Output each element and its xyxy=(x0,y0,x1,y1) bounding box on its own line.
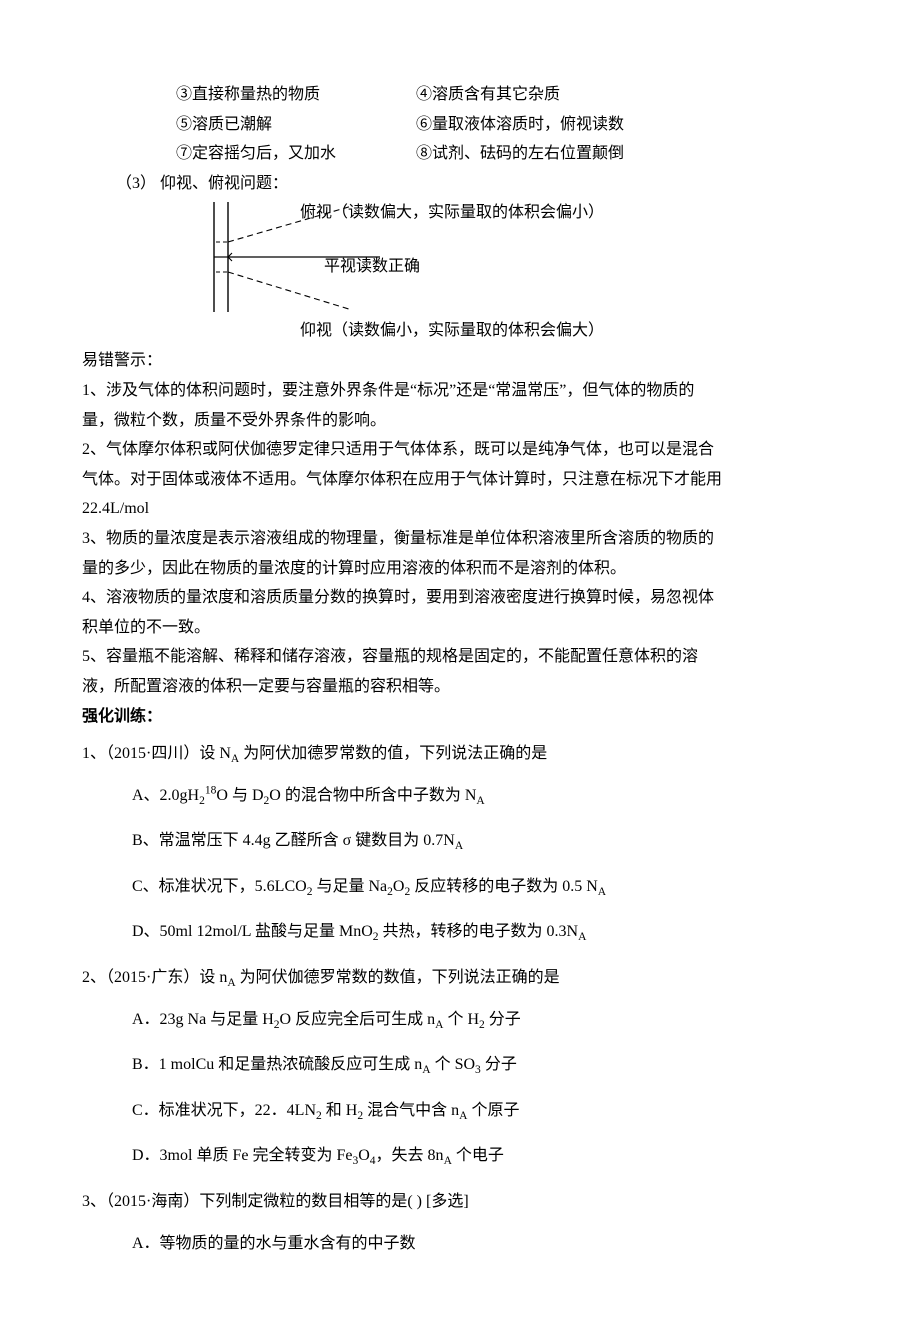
q2-a-pre: A．23g Na 与足量 H xyxy=(132,1011,274,1028)
q2-d-subA: A xyxy=(444,1156,452,1168)
warn-4a: 4、溶液物质的量浓度和溶质质量分数的换算时，要用到溶液密度进行换算时候，易忽视体 xyxy=(82,583,838,613)
warn-1a: 1、涉及气体的体积问题时，要注意外界条件是“标况”还是“常温常压”，但气体的物质… xyxy=(82,376,838,406)
diagram-label-top: 俯视（读数偏大，实际量取的体积会偏小） xyxy=(300,198,604,228)
q1-d-pre: D、50ml 12mol/L 盐酸与足量 MnO xyxy=(132,923,373,940)
training-title: 强化训练： xyxy=(82,702,838,732)
q1-c-post: 反应转移的电子数为 0.5 N xyxy=(410,878,598,895)
q2-b-end: 分子 xyxy=(481,1056,517,1073)
q2-c-pre: C．标准状况下，22．4LN xyxy=(132,1102,316,1119)
q2-opt-c: C．标准状况下，22．4LN2 和 H2 混合气中含 nA 个原子 xyxy=(132,1096,838,1126)
q1-a-pre: A、2.0gH xyxy=(132,787,199,804)
diagram-label-bot: 仰视（读数偏小，实际量取的体积会偏大） xyxy=(300,316,604,346)
q1-opt-d: D、50ml 12mol/L 盐酸与足量 MnO2 共热，转移的电子数为 0.3… xyxy=(132,917,838,947)
warn-2b: 气体。对于固体或液体不适用。气体摩尔体积在应用于气体计算时，只注意在标况下才能用 xyxy=(82,465,838,495)
warn-2c: 22.4L/mol xyxy=(82,494,838,524)
warn-1b: 量，微粒个数，质量不受外界条件的影响。 xyxy=(82,406,838,436)
cause-row-7-8: ⑦定容摇匀后，又加水 ⑧试剂、砝码的左右位置颠倒 xyxy=(176,139,838,169)
cause-row-3-4: ③直接称量热的物质 ④溶质含有其它杂质 xyxy=(176,80,838,110)
q2-stem-post: 为阿伏伽德罗常数的数值，下列说法正确的是 xyxy=(236,969,560,986)
q1-c-pre: C、标准状况下，5.6LCO xyxy=(132,878,307,895)
q2-stem-pre: 2、（2015·广东）设 n xyxy=(82,969,227,986)
q3-options: A．等物质的量的水与重水含有的中子数 xyxy=(82,1229,838,1259)
diagram-label-mid: 平视读数正确 xyxy=(324,252,420,282)
q1-sub-na: A xyxy=(231,753,239,765)
q2-a-mid: O 反应完全后可生成 n xyxy=(280,1011,436,1028)
q1-a-sup18: 18 xyxy=(205,784,217,796)
cause-8: ⑧试剂、砝码的左右位置颠倒 xyxy=(416,139,838,169)
q1-opt-b: B、常温常压下 4.4g 乙醛所含 σ 键数目为 0.7NA xyxy=(132,826,838,856)
cause-7: ⑦定容摇匀后，又加水 xyxy=(176,139,416,169)
q2-options: A．23g Na 与足量 H2O 反应完全后可生成 nA 个 H2 分子 B．1… xyxy=(82,1005,838,1171)
cause-6: ⑥量取液体溶质时，俯视读数 xyxy=(416,110,838,140)
q2-b-pre: B．1 molCu 和足量热浓硫酸反应可生成 n xyxy=(132,1056,422,1073)
warn-5b: 液，所配置溶液的体积一定要与容量瓶的容积相等。 xyxy=(82,672,838,702)
q1-opt-a: A、2.0gH218O 与 D2O 的混合物中所含中子数为 NA xyxy=(132,781,838,811)
q1-a-sub2: 2 xyxy=(199,795,205,807)
q2-opt-b: B．1 molCu 和足量热浓硫酸反应可生成 nA 个 SO3 分子 xyxy=(132,1050,838,1080)
q1-a-post: O 的混合物中所含中子数为 N xyxy=(269,787,476,804)
q2-a-end: 分子 xyxy=(485,1011,521,1028)
warn-2a: 2、气体摩尔体积或阿伏伽德罗定律只适用于气体体系，既可以是纯净气体，也可以是混合 xyxy=(82,435,838,465)
q1-stem-pre: 1、（2015·四川）设 N xyxy=(82,745,231,762)
cause-row-5-6: ⑤溶质已潮解 ⑥量取液体溶质时，俯视读数 xyxy=(176,110,838,140)
q1-c-subA: A xyxy=(598,886,606,898)
q1-a-subA: A xyxy=(476,795,484,807)
q2-d-pre: D．3mol 单质 Fe 完全转变为 Fe xyxy=(132,1147,352,1164)
q2-c-mid: 和 H xyxy=(322,1102,358,1119)
q1-c-mid: 与足量 Na xyxy=(312,878,387,895)
q2-stem: 2、（2015·广东）设 nA 为阿伏伽德罗常数的数值，下列说法正确的是 xyxy=(82,963,838,993)
cause-3: ③直接称量热的物质 xyxy=(176,80,416,110)
sight-line-diagram: 俯视（读数偏大，实际量取的体积会偏小） 平视读数正确 仰视（读数偏小，实际量取的… xyxy=(82,202,838,342)
q2-d-end: 个电子 xyxy=(452,1147,504,1164)
q2-c-mid2: 混合气中含 n xyxy=(363,1102,459,1119)
q3-stem: 3、（2015·海南）下列制定微粒的数目相等的是( ) [多选] xyxy=(82,1187,838,1217)
q1-d-subA: A xyxy=(578,932,586,944)
warn-4b: 积单位的不一致。 xyxy=(82,613,838,643)
q1-stem-post: 为阿伏加德罗常数的值，下列说法正确的是 xyxy=(239,745,547,762)
q2-b-post: 个 SO xyxy=(431,1056,475,1073)
q1-b-pre: B、常温常压下 4.4g 乙醛所含 σ 键数目为 0.7N xyxy=(132,832,455,849)
q1-b-subA: A xyxy=(455,840,463,852)
q2-d-mid: O xyxy=(358,1147,370,1164)
q1-d-post: 共热，转移的电子数为 0.3N xyxy=(379,923,579,940)
warn-5a: 5、容量瓶不能溶解、稀释和储存溶液，容量瓶的规格是固定的，不能配置任意体积的溶 xyxy=(82,642,838,672)
q2-b-subA: A xyxy=(422,1064,430,1076)
cause-4: ④溶质含有其它杂质 xyxy=(416,80,838,110)
q1-stem: 1、（2015·四川）设 NA 为阿伏加德罗常数的值，下列说法正确的是 xyxy=(82,739,838,769)
low-result-causes: ③直接称量热的物质 ④溶质含有其它杂质 ⑤溶质已潮解 ⑥量取液体溶质时，俯视读数… xyxy=(82,80,838,169)
cause-5: ⑤溶质已潮解 xyxy=(176,110,416,140)
q3-opt-a: A．等物质的量的水与重水含有的中子数 xyxy=(132,1229,838,1259)
q2-c-post: 个原子 xyxy=(467,1102,519,1119)
q2-opt-d: D．3mol 单质 Fe 完全转变为 Fe3O4，失去 8nA 个电子 xyxy=(132,1141,838,1171)
warn-title: 易错警示： xyxy=(82,346,838,376)
q2-sub-na: A xyxy=(227,977,235,989)
section-3-heading: （3） 仰视、俯视问题： xyxy=(82,169,838,199)
q2-d-post: ，失去 8n xyxy=(376,1147,444,1164)
q2-a-post: 个 H xyxy=(443,1011,479,1028)
q1-opt-c: C、标准状况下，5.6LCO2 与足量 Na2O2 反应转移的电子数为 0.5 … xyxy=(132,872,838,902)
warn-3b: 量的多少，因此在物质的量浓度的计算时应用溶液的体积而不是溶剂的体积。 xyxy=(82,554,838,584)
q1-a-o: O 与 D xyxy=(216,787,263,804)
q1-c-mid2: O xyxy=(393,878,405,895)
q1-options: A、2.0gH218O 与 D2O 的混合物中所含中子数为 NA B、常温常压下… xyxy=(82,781,838,947)
warn-3a: 3、物质的量浓度是表示溶液组成的物理量，衡量标准是单位体积溶液里所含溶质的物质的 xyxy=(82,524,838,554)
q2-opt-a: A．23g Na 与足量 H2O 反应完全后可生成 nA 个 H2 分子 xyxy=(132,1005,838,1035)
